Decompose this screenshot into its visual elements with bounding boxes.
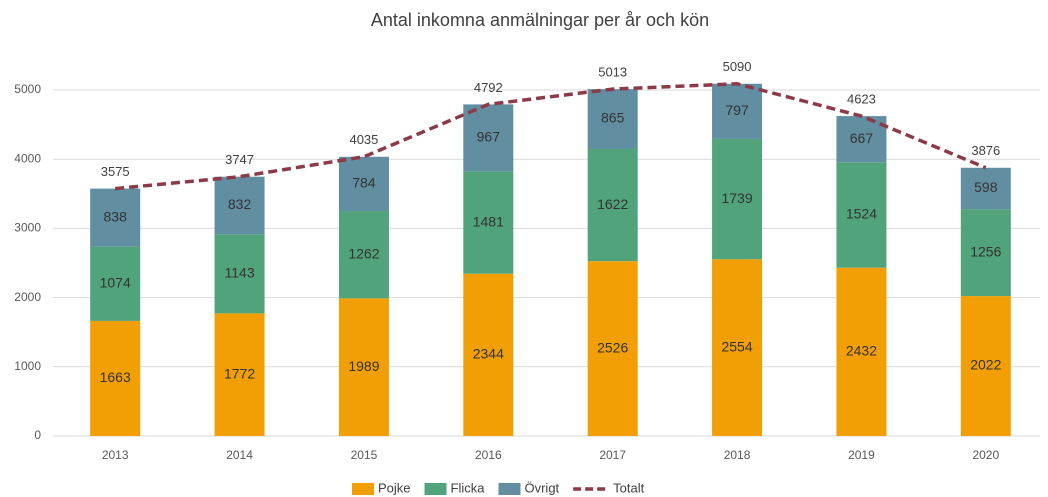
x-tick-label: 2020 — [972, 448, 999, 462]
y-tick-label: 2000 — [14, 290, 41, 304]
total-label: 3876 — [971, 143, 1000, 158]
total-label: 5013 — [598, 65, 627, 80]
x-tick-label: 2013 — [102, 448, 129, 462]
bar-segment — [90, 188, 141, 247]
x-tick-label: 2015 — [351, 448, 378, 462]
bar-segment — [836, 116, 887, 163]
chart-title: Antal inkomna anmälningar per år och kön — [371, 10, 709, 30]
bar-segment — [587, 89, 638, 149]
data-label: 2432 — [846, 343, 877, 359]
total-label: 4623 — [847, 92, 876, 107]
bar-segment — [712, 83, 763, 139]
bar-segment — [960, 167, 1011, 210]
data-label: 667 — [850, 130, 874, 146]
data-label: 2526 — [597, 339, 628, 355]
data-label: 967 — [477, 129, 501, 145]
bar-segment — [712, 259, 763, 436]
legend-label: Övrigt — [524, 480, 559, 495]
bar-segment — [463, 273, 514, 436]
data-label: 1143 — [225, 265, 255, 281]
data-label: 784 — [352, 175, 376, 191]
total-label: 4792 — [474, 80, 503, 95]
bar-segment — [463, 104, 514, 172]
data-label: 797 — [725, 102, 749, 118]
legend-label: Flicka — [451, 480, 486, 495]
data-label: 1262 — [348, 245, 379, 261]
data-label: 838 — [104, 208, 128, 224]
data-label: 598 — [974, 179, 998, 195]
legend-swatch — [352, 483, 374, 495]
total-label: 4035 — [349, 132, 378, 147]
bar-segment — [960, 296, 1011, 436]
bar-segment — [90, 320, 141, 436]
data-label: 832 — [228, 196, 252, 212]
legend-swatch — [424, 483, 447, 495]
legend-swatch — [498, 483, 521, 495]
bar-segment — [90, 246, 141, 321]
data-label: 1481 — [473, 213, 504, 229]
bar-segment — [338, 298, 389, 436]
bar-segment — [587, 261, 638, 436]
bar-segment — [214, 234, 265, 314]
data-label: 1989 — [348, 358, 379, 374]
total-label: 3747 — [225, 152, 254, 167]
data-label: 2554 — [721, 338, 752, 354]
data-label: 2344 — [473, 346, 504, 362]
x-tick-label: 2019 — [848, 448, 875, 462]
data-label: 2022 — [970, 357, 1001, 373]
bar-segment — [960, 209, 1011, 297]
x-tick-label: 2016 — [475, 448, 502, 462]
legend-label: Totalt — [613, 480, 644, 495]
bar-segment — [338, 211, 389, 299]
data-label: 1256 — [970, 243, 1001, 259]
data-label: 1772 — [224, 365, 255, 381]
x-tick-label: 2014 — [226, 448, 253, 462]
data-label: 1074 — [100, 274, 131, 290]
bar-segment — [836, 162, 887, 268]
total-label: 5090 — [723, 59, 752, 74]
bar-segment — [463, 171, 514, 274]
y-tick-label: 4000 — [14, 151, 41, 165]
bar-segment — [214, 313, 265, 436]
x-tick-label: 2018 — [724, 448, 751, 462]
total-line — [115, 82, 987, 191]
bar-segment — [338, 156, 389, 212]
bar-segment — [836, 267, 887, 436]
y-tick-label: 0 — [34, 428, 41, 442]
data-label: 1622 — [597, 196, 628, 212]
x-tick-label: 2017 — [599, 448, 626, 462]
data-label: 1739 — [721, 190, 752, 206]
legend-label: Pojke — [378, 480, 411, 495]
data-label: 1524 — [846, 206, 877, 222]
bar-segment — [712, 138, 763, 260]
data-label: 1663 — [100, 369, 131, 385]
y-tick-label: 5000 — [14, 82, 41, 96]
data-label: 865 — [601, 110, 625, 126]
total-label: 3575 — [101, 164, 130, 179]
y-tick-label: 3000 — [14, 221, 41, 235]
bar-segment — [214, 176, 265, 235]
y-tick-label: 1000 — [14, 359, 41, 373]
bar-segment — [587, 148, 638, 262]
